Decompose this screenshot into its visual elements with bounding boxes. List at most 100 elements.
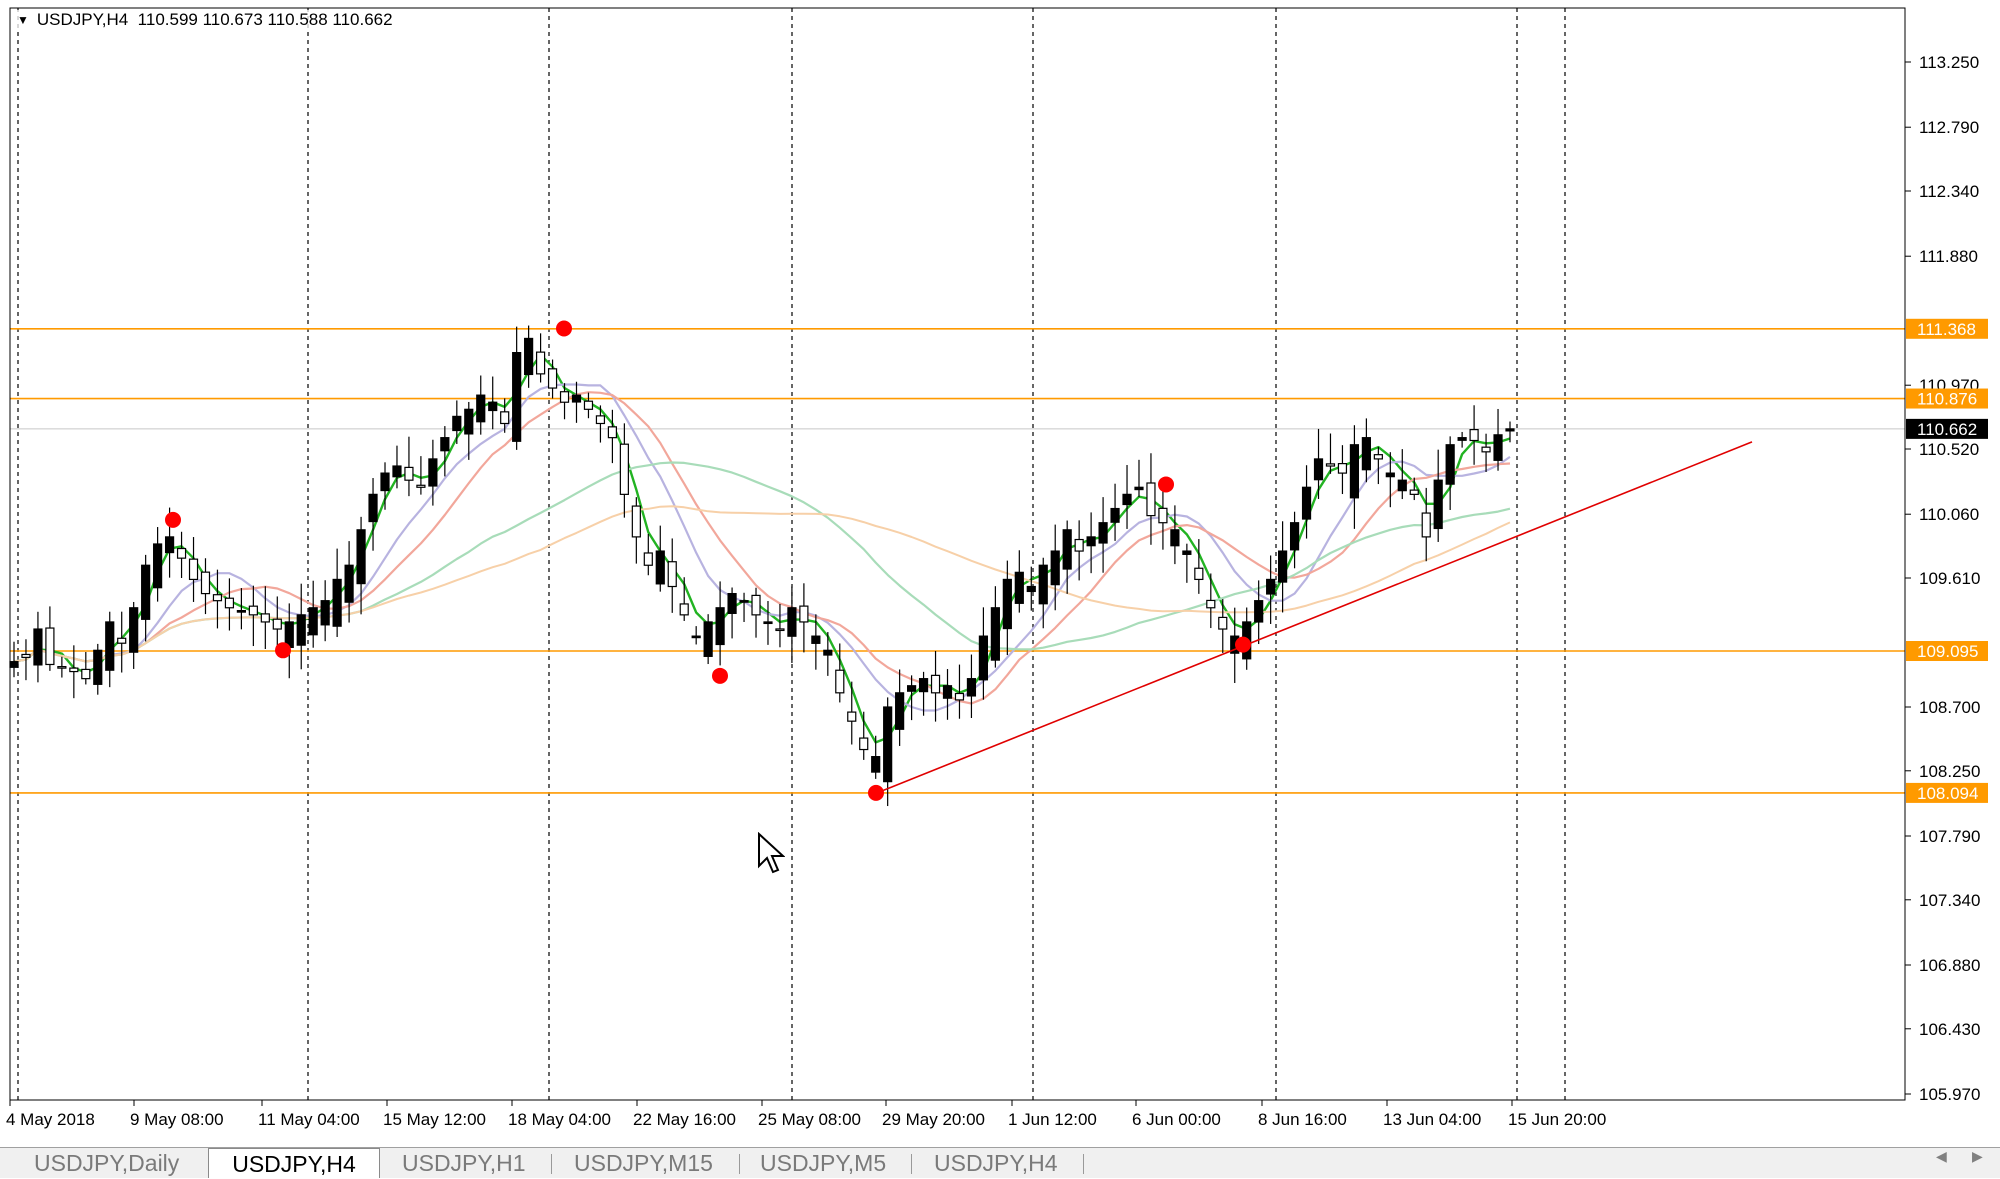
price-tick-label: 111.880 — [1919, 247, 1978, 266]
bull-candle — [1050, 550, 1060, 586]
bear-candle — [416, 484, 426, 488]
time-axis-label: 4 May 2018 — [6, 1110, 95, 1129]
time-axis-label: 8 Jun 16:00 — [1258, 1110, 1347, 1129]
bull-candle — [895, 692, 905, 730]
bull-candle — [1026, 585, 1036, 593]
bull-candle — [1397, 479, 1407, 492]
bear-candle — [1421, 512, 1431, 538]
bear-candle — [260, 613, 270, 623]
bull-candle — [1278, 550, 1288, 583]
bull-candle — [380, 472, 390, 492]
bear-candle — [224, 597, 235, 609]
bull-candle — [787, 607, 797, 637]
time-axis-label: 15 May 12:00 — [383, 1110, 486, 1129]
swing-point-dot — [868, 784, 884, 801]
mouse-cursor-icon — [757, 831, 786, 881]
ma-slow-line — [13, 391, 1511, 705]
bear-candle — [1481, 446, 1491, 453]
time-axis-label: 29 May 20:00 — [882, 1110, 985, 1129]
bull-candle — [93, 649, 103, 685]
price-tick-label: 110.060 — [1919, 505, 1979, 524]
bear-candle — [930, 674, 941, 694]
bear-candle — [272, 618, 282, 630]
level-price-label: 108.094 — [1917, 784, 1978, 803]
bull-candle — [703, 621, 713, 657]
ma-medium-line — [13, 383, 1511, 712]
price-tick-label: 107.790 — [1919, 827, 1980, 846]
price-tick-label: 112.340 — [1919, 182, 1979, 201]
bull-candle — [392, 465, 402, 478]
bull-candle — [1110, 507, 1120, 523]
bull-candle — [236, 610, 246, 613]
bear-candle — [1158, 507, 1168, 524]
bear-candle — [81, 668, 91, 680]
bear-candle — [859, 737, 869, 751]
price-tick-label: 110.520 — [1919, 440, 1979, 459]
time-axis-label: 22 May 16:00 — [633, 1110, 736, 1129]
bear-candle — [1206, 599, 1216, 609]
price-tick-label: 108.250 — [1919, 762, 1980, 781]
bull-candle — [1289, 522, 1300, 551]
bear-candle — [775, 628, 785, 632]
bull-candle — [1122, 493, 1132, 506]
bull-candle — [1505, 428, 1515, 432]
plot-frame — [9, 7, 1906, 1101]
tab-usdjpy-h4-active[interactable]: USDJPY,H4 — [208, 1148, 380, 1178]
bear-candle — [607, 426, 618, 439]
bull-candle — [1313, 458, 1324, 481]
tab-scroll-left-icon[interactable]: ◀ — [1936, 1148, 1947, 1164]
dropdown-triangle-icon[interactable]: ▼ — [17, 13, 29, 27]
price-tick-label: 106.880 — [1919, 956, 1980, 975]
bull-candle — [763, 621, 773, 625]
tab-usdjpy-h4[interactable]: USDJPY,H4 — [934, 1150, 1058, 1176]
bull-candle — [655, 550, 665, 585]
swing-point-dot — [712, 667, 728, 684]
bull-candle — [332, 578, 342, 627]
bull-candle — [488, 401, 498, 412]
bull-candle — [1457, 437, 1467, 441]
bull-candle — [524, 337, 534, 376]
bull-candle — [883, 706, 893, 783]
bear-candle — [643, 552, 653, 566]
bull-candle — [1385, 472, 1395, 478]
bear-candle — [212, 594, 223, 602]
bull-candle — [1493, 434, 1503, 461]
level-price-label: 109.095 — [1917, 642, 1978, 661]
time-axis-label: 18 May 04:00 — [508, 1110, 611, 1129]
bear-candle — [799, 605, 809, 623]
level-price-label: 111.368 — [1917, 320, 1976, 339]
bull-candle — [1349, 444, 1360, 499]
swing-point-dot — [556, 320, 572, 337]
bull-candle — [428, 458, 438, 487]
bull-candle — [1361, 437, 1371, 471]
bear-candle — [1218, 616, 1228, 630]
price-tick-label: 105.970 — [1919, 1085, 1980, 1104]
tab-usdjpy-h1[interactable]: USDJPY,H1 — [402, 1150, 526, 1176]
swing-point-dot — [165, 511, 181, 528]
bear-candle — [1146, 482, 1156, 517]
bull-candle — [942, 685, 953, 699]
bull-candle — [978, 635, 989, 681]
bull-candle — [691, 635, 701, 639]
price-tick-label: 113.250 — [1919, 53, 1979, 72]
bear-candle — [835, 669, 845, 694]
price-chart[interactable]: 113.250112.790112.340111.880110.970110.5… — [0, 0, 2000, 1140]
tab-usdjpy-m15[interactable]: USDJPY,M15 — [574, 1150, 713, 1176]
bear-candle — [1194, 567, 1204, 581]
price-tick-label: 106.430 — [1919, 1020, 1980, 1039]
swing-point-dot — [275, 642, 291, 659]
bear-candle — [1373, 454, 1383, 460]
tab-usdjpy-daily[interactable]: USDJPY,Daily — [34, 1150, 180, 1176]
tab-usdjpy-m5[interactable]: USDJPY,M5 — [760, 1150, 887, 1176]
bear-candle — [248, 605, 258, 616]
bull-candle — [9, 661, 19, 668]
tab-scroll-right-icon[interactable]: ▶ — [1972, 1148, 1983, 1164]
chart-window[interactable]: 113.250 112.790 112.340 111.880 110.970 110.5… — [0, 0, 2000, 1140]
bear-candle — [404, 466, 414, 481]
time-axis-label: 15 Jun 20:00 — [1508, 1110, 1606, 1129]
time-axis-label: 25 May 08:00 — [758, 1110, 861, 1129]
bear-candle — [69, 667, 79, 673]
bull-candle — [320, 600, 330, 626]
bear-candle — [751, 594, 761, 616]
price-tick-label: 108.700 — [1919, 698, 1980, 717]
